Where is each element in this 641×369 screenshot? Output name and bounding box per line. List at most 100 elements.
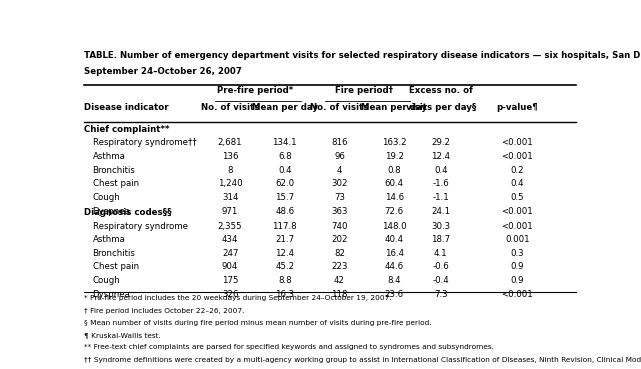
Text: 175: 175 bbox=[222, 276, 238, 285]
Text: Respiratory syndrome††: Respiratory syndrome†† bbox=[92, 138, 196, 147]
Text: 0.3: 0.3 bbox=[510, 249, 524, 258]
Text: 19.2: 19.2 bbox=[385, 152, 404, 161]
Text: September 24–October 26, 2007: September 24–October 26, 2007 bbox=[84, 67, 242, 76]
Text: Excess no. of: Excess no. of bbox=[409, 86, 472, 95]
Text: 82: 82 bbox=[334, 249, 345, 258]
Text: -0.4: -0.4 bbox=[433, 276, 449, 285]
Text: 42: 42 bbox=[334, 276, 345, 285]
Text: 14.6: 14.6 bbox=[385, 193, 404, 202]
Text: 2,355: 2,355 bbox=[218, 221, 242, 231]
Text: Chief complaint**: Chief complaint** bbox=[84, 125, 170, 134]
Text: 117.8: 117.8 bbox=[272, 221, 297, 231]
Text: Bronchitis: Bronchitis bbox=[92, 249, 135, 258]
Text: 434: 434 bbox=[222, 235, 238, 244]
Text: 12.4: 12.4 bbox=[431, 152, 451, 161]
Text: Disease indicator: Disease indicator bbox=[84, 103, 169, 111]
Text: Asthma: Asthma bbox=[92, 235, 126, 244]
Text: 136: 136 bbox=[222, 152, 238, 161]
Text: 4: 4 bbox=[337, 166, 342, 175]
Text: 0.4: 0.4 bbox=[278, 166, 292, 175]
Text: 16.4: 16.4 bbox=[385, 249, 404, 258]
Text: 21.7: 21.7 bbox=[275, 235, 294, 244]
Text: Chest pain: Chest pain bbox=[92, 179, 138, 188]
Text: Diagnosis codes§§: Diagnosis codes§§ bbox=[84, 208, 172, 217]
Text: 23.6: 23.6 bbox=[385, 290, 404, 299]
Text: 62.0: 62.0 bbox=[275, 179, 294, 188]
Text: TABLE. Number of emergency department visits for selected respiratory disease in: TABLE. Number of emergency department vi… bbox=[84, 51, 641, 59]
Text: 314: 314 bbox=[222, 193, 238, 202]
Text: Fire period†: Fire period† bbox=[335, 86, 394, 95]
Text: -1.6: -1.6 bbox=[433, 179, 449, 188]
Text: 8.8: 8.8 bbox=[278, 276, 292, 285]
Text: 302: 302 bbox=[331, 179, 347, 188]
Text: 904: 904 bbox=[222, 262, 238, 272]
Text: Dyspnea: Dyspnea bbox=[92, 207, 130, 215]
Text: 0.9: 0.9 bbox=[510, 276, 524, 285]
Text: ** Free-text chief complaints are parsed for specified keywords and assigned to : ** Free-text chief complaints are parsed… bbox=[84, 344, 494, 350]
Text: ¶ Kruskal-Wallis test.: ¶ Kruskal-Wallis test. bbox=[84, 332, 161, 338]
Text: No. of visits: No. of visits bbox=[201, 103, 260, 111]
Text: 0.9: 0.9 bbox=[510, 262, 524, 272]
Text: No. of visits: No. of visits bbox=[310, 103, 369, 111]
Text: 96: 96 bbox=[334, 152, 345, 161]
Text: 60.4: 60.4 bbox=[385, 179, 404, 188]
Text: Mean per day: Mean per day bbox=[361, 103, 427, 111]
Text: 326: 326 bbox=[222, 290, 238, 299]
Text: 118: 118 bbox=[331, 290, 347, 299]
Text: § Mean number of visits during fire period minus mean number of visits during pr: § Mean number of visits during fire peri… bbox=[84, 320, 432, 326]
Text: <0.001: <0.001 bbox=[501, 207, 533, 215]
Text: Bronchitis: Bronchitis bbox=[92, 166, 135, 175]
Text: <0.001: <0.001 bbox=[501, 290, 533, 299]
Text: <0.001: <0.001 bbox=[501, 152, 533, 161]
Text: 72.6: 72.6 bbox=[385, 207, 404, 215]
Text: Respiratory syndrome: Respiratory syndrome bbox=[92, 221, 188, 231]
Text: 29.2: 29.2 bbox=[431, 138, 450, 147]
Text: 148.0: 148.0 bbox=[382, 221, 406, 231]
Text: 24.1: 24.1 bbox=[431, 207, 451, 215]
Text: 0.4: 0.4 bbox=[434, 166, 447, 175]
Text: 0.001: 0.001 bbox=[505, 235, 529, 244]
Text: 0.5: 0.5 bbox=[510, 193, 524, 202]
Text: Asthma: Asthma bbox=[92, 152, 126, 161]
Text: 247: 247 bbox=[222, 249, 238, 258]
Text: †† Syndrome definitions were created by a multi-agency working group to assist i: †† Syndrome definitions were created by … bbox=[84, 356, 641, 362]
Text: 0.2: 0.2 bbox=[510, 166, 524, 175]
Text: 816: 816 bbox=[331, 138, 347, 147]
Text: 44.6: 44.6 bbox=[385, 262, 404, 272]
Text: 1,240: 1,240 bbox=[218, 179, 242, 188]
Text: Chest pain: Chest pain bbox=[92, 262, 138, 272]
Text: 73: 73 bbox=[334, 193, 345, 202]
Text: 45.2: 45.2 bbox=[275, 262, 294, 272]
Text: 16.3: 16.3 bbox=[275, 290, 294, 299]
Text: 18.7: 18.7 bbox=[431, 235, 451, 244]
Text: p-value¶: p-value¶ bbox=[496, 103, 538, 111]
Text: 8.4: 8.4 bbox=[387, 276, 401, 285]
Text: -0.6: -0.6 bbox=[433, 262, 449, 272]
Text: Pre-fire period*: Pre-fire period* bbox=[217, 86, 293, 95]
Text: 134.1: 134.1 bbox=[272, 138, 297, 147]
Text: 971: 971 bbox=[222, 207, 238, 215]
Text: Dyspnea: Dyspnea bbox=[92, 290, 130, 299]
Text: * Pre-fire period includes the 20 weekdays during September 24–October 19, 2007.: * Pre-fire period includes the 20 weekda… bbox=[84, 296, 392, 301]
Text: <0.001: <0.001 bbox=[501, 138, 533, 147]
Text: 202: 202 bbox=[331, 235, 347, 244]
Text: 7.3: 7.3 bbox=[434, 290, 447, 299]
Text: <0.001: <0.001 bbox=[501, 221, 533, 231]
Text: 48.6: 48.6 bbox=[275, 207, 294, 215]
Text: 4.1: 4.1 bbox=[434, 249, 447, 258]
Text: Mean per day: Mean per day bbox=[252, 103, 318, 111]
Text: 12.4: 12.4 bbox=[275, 249, 294, 258]
Text: 740: 740 bbox=[331, 221, 347, 231]
Text: -1.1: -1.1 bbox=[433, 193, 449, 202]
Text: Cough: Cough bbox=[92, 276, 121, 285]
Text: 0.4: 0.4 bbox=[510, 179, 524, 188]
Text: 223: 223 bbox=[331, 262, 347, 272]
Text: visits per day§: visits per day§ bbox=[406, 103, 476, 111]
Text: 0.8: 0.8 bbox=[387, 166, 401, 175]
Text: Cough: Cough bbox=[92, 193, 121, 202]
Text: † Fire period includes October 22–26, 2007.: † Fire period includes October 22–26, 20… bbox=[84, 308, 245, 314]
Text: 6.8: 6.8 bbox=[278, 152, 292, 161]
Text: 2,681: 2,681 bbox=[218, 138, 242, 147]
Text: 163.2: 163.2 bbox=[382, 138, 406, 147]
Text: 15.7: 15.7 bbox=[275, 193, 294, 202]
